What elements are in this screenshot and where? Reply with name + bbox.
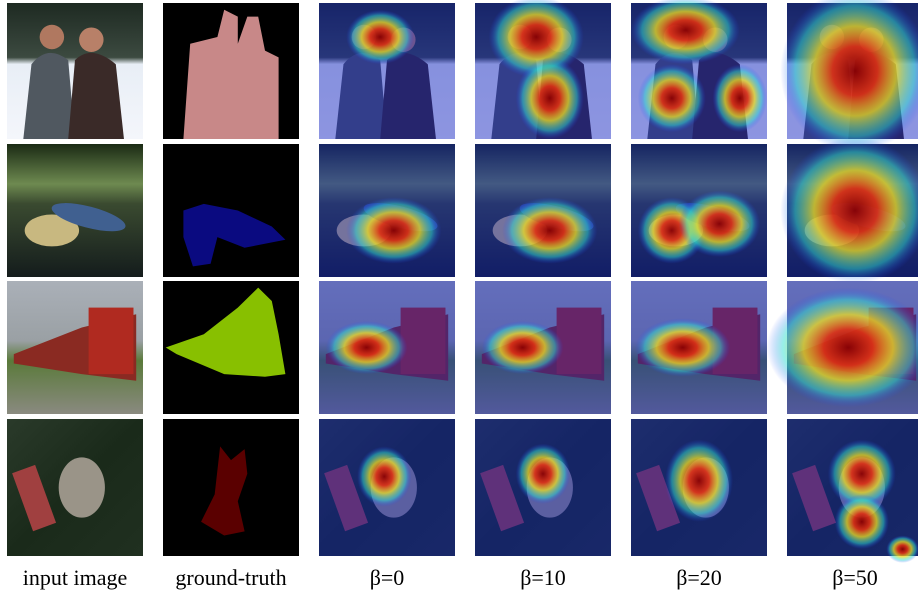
cam-heat — [502, 197, 597, 264]
image-cell — [163, 3, 299, 139]
image-cell — [319, 144, 455, 277]
column-caption: ground-truth — [175, 565, 286, 590]
image-cell — [631, 419, 767, 556]
cam-heat — [516, 57, 584, 139]
head — [40, 25, 64, 49]
cam-heat — [326, 321, 408, 374]
image-cell — [780, 137, 918, 283]
column-caption: β=20 — [676, 565, 722, 590]
image-cell — [787, 419, 918, 563]
image-cell — [319, 3, 455, 139]
cam-heat — [886, 535, 918, 562]
image-cell — [7, 144, 143, 277]
figure: input image ground-truth β=0 β=10 β=20 β=50 — [0, 0, 918, 593]
column-caption: input image — [23, 565, 127, 590]
column-caption: β=50 — [832, 565, 878, 590]
cam-heat — [665, 440, 733, 522]
image-cell — [475, 281, 611, 414]
image-cell — [631, 144, 767, 277]
image-cell — [7, 3, 143, 139]
cam-heat — [835, 494, 889, 549]
loco — [89, 308, 134, 375]
cam-heat — [346, 197, 441, 264]
image-cell — [7, 281, 143, 414]
image-cell — [780, 0, 918, 153]
cam-heat — [357, 446, 411, 506]
image-cell — [7, 419, 143, 556]
image-cell — [631, 281, 767, 414]
head — [79, 27, 103, 51]
image-cell — [319, 281, 455, 414]
image-cell — [319, 419, 455, 556]
image-cell — [767, 281, 918, 414]
image-cell — [475, 0, 611, 139]
image-cell — [475, 419, 611, 556]
cam-heat — [516, 444, 570, 504]
column-caption: β=0 — [370, 565, 405, 590]
cam-heat — [638, 64, 706, 132]
person — [68, 53, 124, 139]
cam-heat — [679, 191, 761, 257]
cam-heat — [482, 321, 564, 374]
cam-heat — [713, 64, 767, 132]
column-caption: β=10 — [520, 565, 566, 590]
image-cell — [631, 0, 767, 139]
image-cell — [163, 144, 299, 277]
image-cell — [475, 144, 611, 277]
cam-heat — [635, 318, 730, 377]
cam-heat — [346, 10, 414, 64]
image-cell — [163, 281, 299, 414]
image-cell — [163, 419, 299, 556]
cat — [59, 457, 105, 517]
